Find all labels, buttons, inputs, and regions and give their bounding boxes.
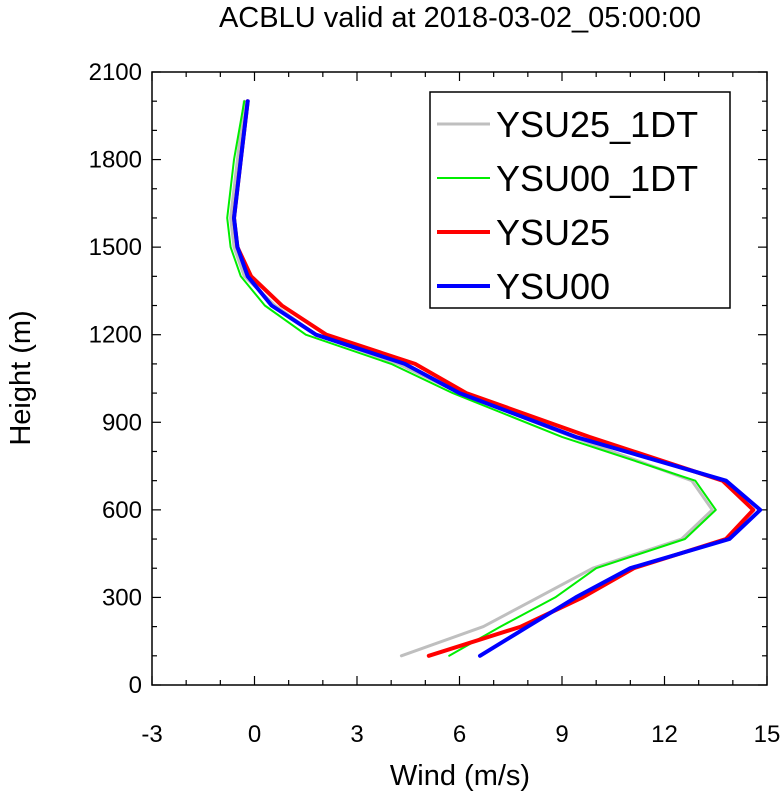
chart-title: ACBLU valid at 2018-03-02_05:00:00	[219, 2, 701, 34]
y-axis-title: Height (m)	[5, 310, 37, 445]
legend-label: YSU00_1DT	[496, 158, 698, 199]
y-tick-label: 900	[102, 409, 142, 436]
x-tick-label: 6	[453, 721, 466, 748]
x-tick-label: 9	[555, 721, 568, 748]
y-tick-label: 1500	[89, 234, 142, 261]
y-tick-label: 300	[102, 584, 142, 611]
legend-label: YSU25	[496, 212, 610, 253]
x-tick-label: 12	[651, 721, 678, 748]
legend: YSU25_1DT YSU00_1DT YSU25 YSU00	[429, 91, 731, 309]
axis-ticks: -3 0 3 6 9 12 15 0 300 600 900 1200 1500 1800 2100	[89, 59, 781, 748]
x-tick-label: 3	[350, 721, 363, 748]
x-tick-label: 0	[248, 721, 261, 748]
x-axis-title: Wind (m/s)	[390, 760, 530, 792]
series-lines	[226, 99, 763, 658]
y-tick-label: 0	[129, 672, 142, 699]
series-line-ysu00	[232, 99, 763, 658]
legend-box	[429, 91, 731, 309]
x-tick-label: 15	[754, 721, 781, 748]
legend-label: YSU00	[496, 266, 610, 307]
y-tick-label: 1800	[89, 147, 142, 174]
y-tick-label: 2100	[89, 59, 142, 86]
y-tick-label: 1200	[89, 322, 142, 349]
legend-label: YSU25_1DT	[496, 104, 698, 145]
x-tick-label: -3	[141, 721, 162, 748]
y-tick-label: 600	[102, 497, 142, 524]
series-line-ysu00-1dt	[226, 100, 717, 657]
